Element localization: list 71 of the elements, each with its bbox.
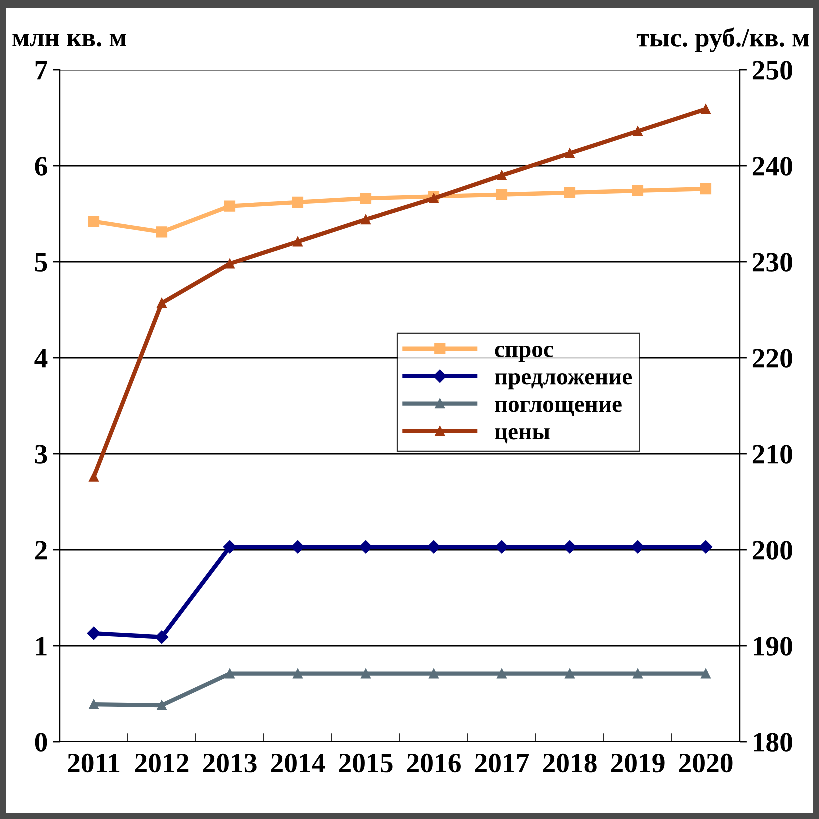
x-tick-label: 2016 (407, 754, 461, 773)
point (292, 196, 304, 208)
point (88, 216, 100, 228)
y2-axis-title: тыс. руб./кв. м (636, 28, 810, 52)
y2-tick-label: 240 (752, 157, 792, 176)
point (701, 104, 711, 114)
y-tick-label: 4 (34, 349, 48, 368)
point (293, 236, 303, 247)
y-tick-label: 0 (35, 733, 48, 752)
x-tick-label: 2014 (271, 754, 326, 773)
point (632, 185, 644, 197)
point (565, 668, 575, 679)
point (701, 668, 711, 679)
x-tick-label: 2015 (339, 754, 393, 773)
point (495, 540, 509, 554)
point (155, 630, 169, 644)
x-tick-label: 2017 (475, 754, 530, 773)
point (156, 226, 168, 238)
y-tick-label: 1 (36, 637, 47, 656)
point (89, 472, 99, 482)
point (633, 126, 643, 136)
y-axis-title: млн кв. м (12, 34, 126, 47)
point (564, 187, 576, 198)
y2-tick-label: 250 (752, 61, 792, 80)
point (360, 193, 372, 204)
x-tick-label: 2020 (679, 754, 733, 773)
y2-tick-label: 200 (752, 541, 792, 560)
point (631, 540, 645, 554)
point (429, 194, 439, 204)
y2-tick-label: 230 (752, 253, 792, 272)
x-tick-label: 2011 (68, 754, 120, 773)
point (89, 700, 99, 710)
y-tick-label: 7 (36, 61, 48, 80)
point (291, 540, 305, 554)
point (429, 668, 439, 679)
x-tick-label: 2018 (543, 754, 597, 773)
point (157, 298, 167, 308)
y-tick-label: 5 (35, 253, 48, 272)
y2-tick-label: 190 (754, 637, 792, 656)
point (700, 183, 712, 195)
point (224, 200, 236, 212)
legend-label: спрос (495, 346, 554, 362)
y2-tick-label: 210 (752, 445, 792, 464)
point (293, 668, 303, 679)
legend-label: предложение (495, 373, 632, 390)
x-tick-label: 2019 (611, 754, 665, 773)
y-tick-label: 2 (35, 541, 47, 560)
point (157, 700, 167, 710)
point (361, 214, 371, 225)
y-tick-label: 3 (35, 445, 48, 464)
point (87, 626, 101, 640)
point (225, 668, 235, 679)
point (633, 668, 643, 679)
legend-label: поглощение (495, 400, 622, 416)
point (427, 540, 441, 554)
point (565, 148, 575, 158)
point (361, 668, 371, 679)
y2-tick-label: 180 (754, 733, 792, 752)
x-tick-label: 2012 (135, 754, 189, 773)
point (223, 540, 237, 554)
point (225, 259, 235, 269)
point (699, 540, 713, 554)
point (359, 540, 373, 554)
point (496, 189, 508, 200)
point (497, 668, 507, 679)
y2-tick-label: 220 (752, 349, 792, 368)
legend-label: цены (495, 428, 550, 444)
point (563, 540, 577, 554)
x-tick-label: 2013 (203, 754, 257, 773)
point (497, 170, 507, 180)
y-tick-label: 6 (35, 157, 48, 176)
